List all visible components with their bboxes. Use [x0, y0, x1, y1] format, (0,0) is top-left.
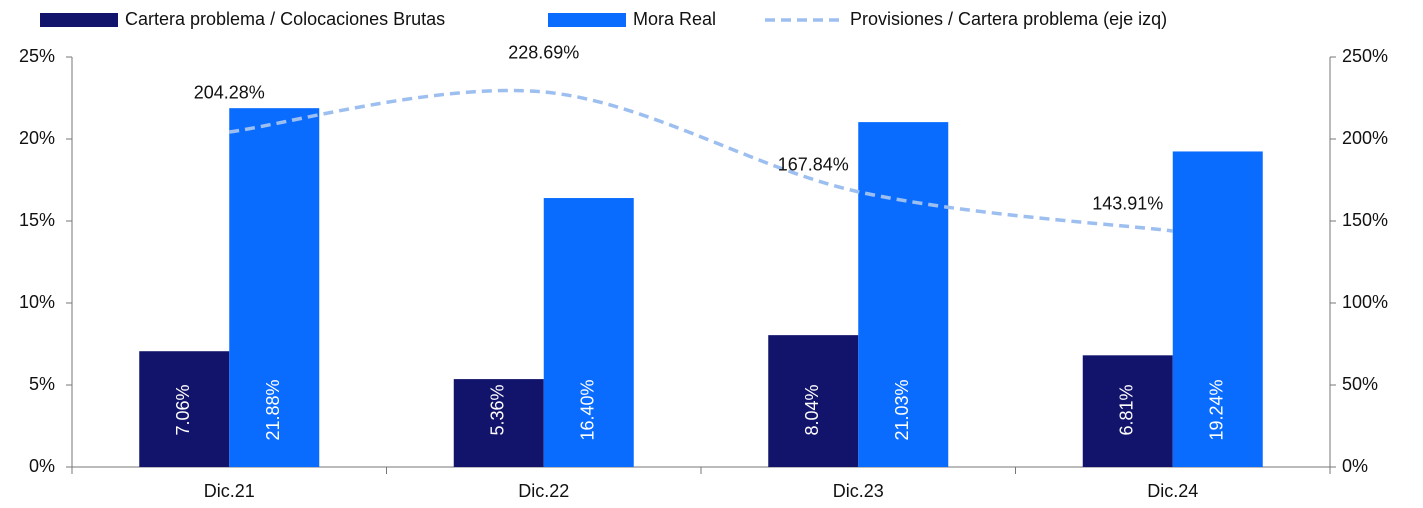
bar — [1082, 355, 1173, 467]
bar — [229, 108, 320, 467]
bar-value-label: 19.24% — [1207, 379, 1227, 440]
line-value-label: 143.91% — [1092, 194, 1163, 214]
bar — [139, 351, 230, 467]
bar-value-label: 21.03% — [892, 379, 912, 440]
y2-tick-label: 50% — [1342, 374, 1378, 394]
bar-value-label: 21.88% — [263, 379, 283, 440]
legend-label: Mora Real — [633, 9, 716, 29]
x-tick-label: Dic.22 — [518, 481, 569, 501]
bar — [768, 335, 859, 467]
bar-value-label: 7.06% — [173, 384, 193, 435]
line-value-label: 167.84% — [778, 154, 849, 174]
bar — [858, 122, 949, 467]
x-tick-label: Dic.21 — [204, 481, 255, 501]
y2-tick-label: 150% — [1342, 210, 1388, 230]
bar — [543, 198, 634, 468]
line-value-label: 204.28% — [194, 83, 265, 103]
y-tick-label: 10% — [19, 292, 55, 312]
line-value-label: 228.69% — [508, 43, 579, 63]
legend-swatch — [40, 13, 118, 27]
bar — [1172, 151, 1263, 468]
y-tick-label: 15% — [19, 210, 55, 230]
line — [229, 88, 1173, 233]
y2-tick-label: 250% — [1342, 46, 1388, 66]
legend-label: Provisiones / Cartera problema (eje izq) — [850, 9, 1167, 29]
x-tick-label: Dic.23 — [833, 481, 884, 501]
y-tick-label: 5% — [29, 374, 55, 394]
bar — [453, 379, 544, 467]
y2-tick-label: 100% — [1342, 292, 1388, 312]
y-tick-label: 20% — [19, 128, 55, 148]
x-tick-label: Dic.24 — [1147, 481, 1198, 501]
bar-value-label: 5.36% — [488, 384, 508, 435]
legend-label: Cartera problema / Colocaciones Brutas — [125, 9, 445, 29]
y2-tick-label: 200% — [1342, 128, 1388, 148]
legend-swatch — [548, 13, 626, 27]
bar-value-label: 16.40% — [578, 379, 598, 440]
y-tick-label: 0% — [29, 456, 55, 476]
y-tick-label: 25% — [19, 46, 55, 66]
bar-value-label: 6.81% — [1117, 384, 1137, 435]
y2-tick-label: 0% — [1342, 456, 1368, 476]
bar-value-label: 8.04% — [802, 384, 822, 435]
